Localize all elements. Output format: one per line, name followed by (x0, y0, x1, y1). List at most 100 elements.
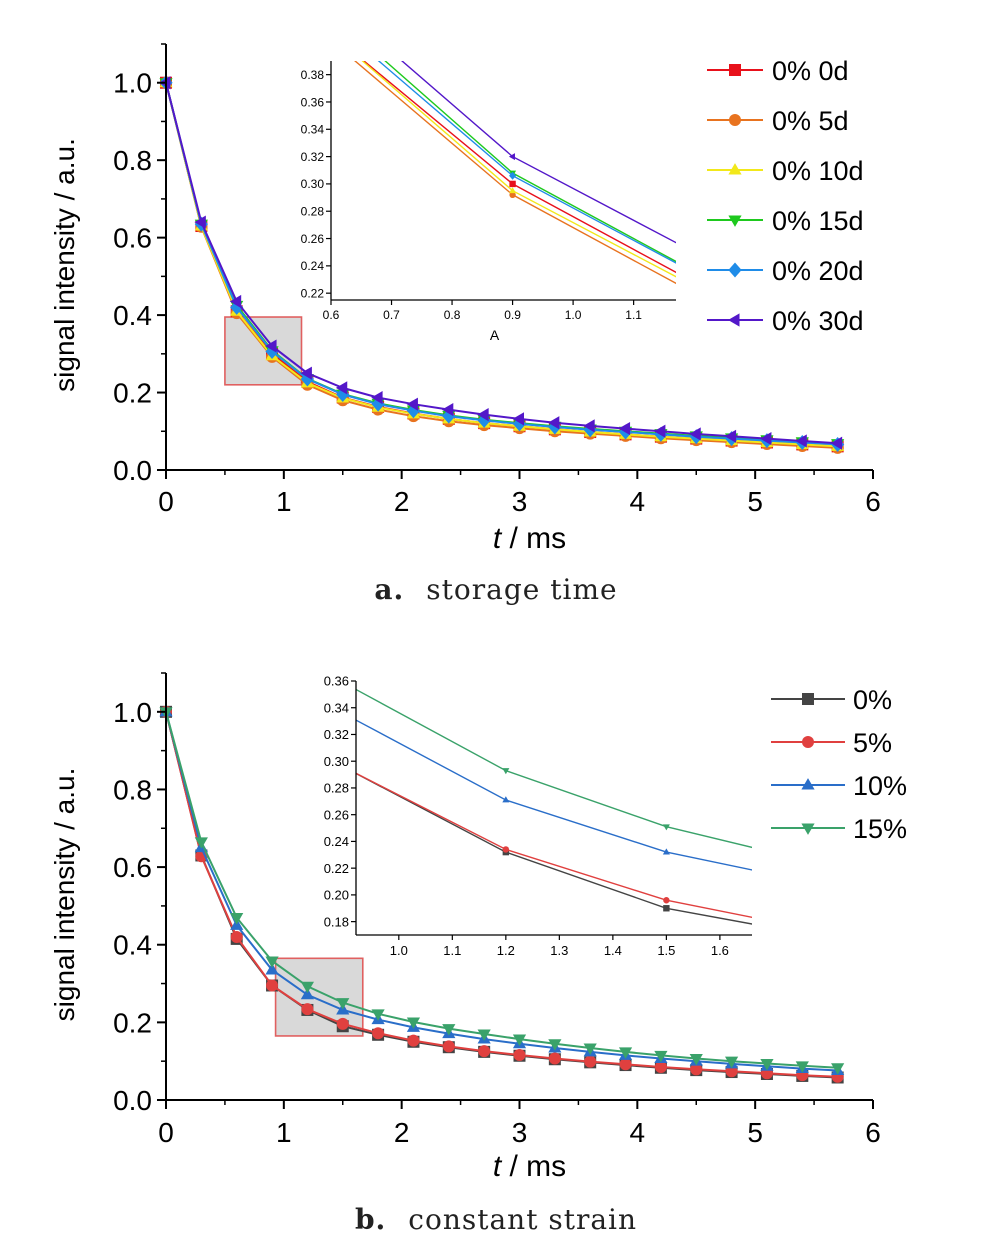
x-tick-label: 6 (865, 486, 881, 517)
data-point (406, 1017, 421, 1029)
y-tick-label: 0.4 (113, 930, 152, 961)
inset-y-tick-label: 0.30 (324, 754, 349, 769)
data-point (477, 408, 489, 422)
y-tick-label: 1.0 (113, 68, 152, 99)
x-axis-label-unit: / ms (501, 522, 566, 555)
inset-x-tick-label: 1.0 (390, 943, 408, 958)
caption-b: b. constant strain (0, 1203, 992, 1236)
caption-a-text: storage time (426, 573, 618, 606)
data-point (513, 1048, 526, 1061)
inset-data-point (327, 16, 334, 24)
legend-marker-1 (729, 114, 741, 126)
inset-y-tick-label: 0.36 (324, 674, 349, 689)
x-tick-label: 0 (158, 1117, 174, 1148)
data-point (654, 1050, 668, 1063)
y-tick-label: 0.4 (113, 300, 152, 331)
inset-series-line-0 (362, 61, 676, 274)
data-point (618, 1047, 633, 1059)
legend-marker-3 (801, 823, 815, 835)
inset-series-line-2 (361, 61, 676, 278)
data-point (300, 371, 314, 387)
data-point (230, 913, 244, 925)
inset-y-tick-label: 0.34 (301, 123, 325, 137)
y-tick-label: 0.8 (113, 145, 152, 176)
inset-data-point (327, 11, 334, 17)
x-axis-label: t / ms (493, 522, 566, 555)
data-point (336, 1017, 349, 1030)
legend-label-5: 0% 30d (772, 306, 864, 336)
inset-y-tick-label: 0.32 (301, 150, 325, 164)
data-point (300, 366, 312, 380)
legend-label-3: 0% 15d (772, 206, 864, 236)
inset-series-line-2 (356, 719, 752, 871)
inset-series-line-5 (401, 61, 676, 244)
x-tick-label: 5 (747, 486, 763, 517)
data-point (300, 987, 314, 1000)
zoom-region-box (224, 316, 303, 386)
inset-y-tick-label: 0.24 (324, 834, 349, 849)
data-point (725, 1056, 739, 1069)
inset-y-tick-label: 0.20 (324, 888, 349, 903)
y-tick-label: 0.8 (113, 774, 152, 805)
x-tick-label: 6 (865, 1117, 881, 1148)
data-point (760, 432, 772, 446)
caption-b-letter: b. (354, 1203, 387, 1236)
data-point (654, 424, 666, 438)
data-point (371, 396, 385, 412)
data-point (477, 412, 491, 428)
data-point (830, 436, 843, 450)
x-tick-label: 1 (276, 486, 292, 517)
inset-series-line-4 (377, 61, 676, 264)
data-point (194, 837, 208, 849)
data-point (547, 416, 560, 430)
y-tick-label: 0.2 (113, 378, 152, 409)
inset-data-point (327, 0, 333, 3)
inset-y-tick-label: 0.28 (301, 205, 325, 219)
legend-label-1: 5% (853, 728, 892, 758)
inset-data-point (509, 171, 517, 180)
inset-y-tick-label: 0.34 (324, 700, 349, 715)
data-point (689, 427, 701, 441)
chart-panel-b: 0 1 2 3 4 5 6 0.0 0.2 0.4 0.6 0.8 1.0 signal intensit… (49, 672, 907, 1183)
legend-marker-0 (802, 693, 814, 705)
x-tick-label: 5 (747, 1117, 763, 1148)
inset-data-point (502, 768, 510, 775)
inset-y-tick-label: 0.36 (301, 95, 325, 109)
data-point (760, 1059, 774, 1071)
data-point (689, 1053, 703, 1066)
data-point (442, 408, 456, 424)
inset-y-tick-label: 0.38 (301, 68, 325, 82)
legend-label-1: 0% 5d (772, 106, 849, 136)
y-tick-label: 0.6 (113, 223, 152, 254)
data-point (618, 421, 631, 436)
x-axis-label-italic: t (493, 522, 503, 555)
data-point (265, 956, 279, 968)
data-point (265, 339, 277, 353)
data-point (795, 434, 807, 448)
inset-series-line-1 (356, 772, 752, 919)
data-point (583, 1043, 597, 1055)
legend-marker-5 (728, 313, 740, 327)
inset-data-point (662, 824, 670, 831)
x-tick-label: 0 (158, 486, 174, 517)
inset-plot: 0.6 0.7 0.8 0.9 1.0 1.1 0.22 0.24 0.26 0.28 0.30 0.… (301, 0, 676, 343)
data-point (441, 402, 454, 417)
data-point (371, 1009, 385, 1021)
y-tick-label: 0.2 (113, 1007, 152, 1038)
chart-panel-a: 0 1 2 3 4 5 6 0.0 0.2 0.4 0.6 0.8 1.0 signal intensit… (49, 0, 881, 555)
inset-y-tick-label: 0.18 (324, 914, 349, 929)
legend-marker-4 (728, 262, 742, 278)
inset-y-tick-label: 0.32 (324, 727, 349, 742)
inset-x-tick-label: 0.8 (444, 308, 461, 322)
data-point (265, 963, 279, 975)
inset-data-point (509, 187, 517, 194)
legend-label-4: 0% 20d (772, 256, 864, 286)
inset-data-point (509, 191, 516, 199)
inset-series-line-3 (384, 61, 676, 263)
inset-x-tick-label: 1.6 (711, 943, 729, 958)
data-point (335, 381, 348, 395)
legend-label-0: 0% (853, 685, 892, 715)
data-point (442, 1024, 456, 1036)
data-point (406, 397, 418, 411)
